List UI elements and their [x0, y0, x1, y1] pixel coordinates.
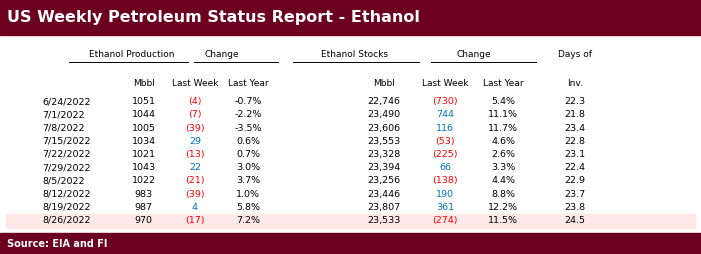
Text: (7): (7) — [188, 110, 202, 119]
Text: Last Year: Last Year — [483, 79, 524, 88]
Text: (17): (17) — [185, 216, 205, 225]
Text: (730): (730) — [433, 97, 458, 106]
Text: 2.6%: 2.6% — [491, 150, 515, 159]
Text: 6/24/2022: 6/24/2022 — [42, 97, 90, 106]
Text: 8/5/2022: 8/5/2022 — [42, 176, 85, 185]
Text: 361: 361 — [436, 203, 454, 212]
Text: 22: 22 — [189, 163, 201, 172]
Text: 3.3%: 3.3% — [491, 163, 515, 172]
Text: 7/1/2022: 7/1/2022 — [42, 110, 85, 119]
Text: (53): (53) — [435, 137, 455, 146]
Text: 22.3: 22.3 — [564, 97, 585, 106]
Text: 7/8/2022: 7/8/2022 — [42, 123, 85, 133]
Text: (225): (225) — [433, 150, 458, 159]
Text: 23,328: 23,328 — [367, 150, 401, 159]
Text: (21): (21) — [185, 176, 205, 185]
Text: 7.2%: 7.2% — [236, 216, 260, 225]
Text: 7/29/2022: 7/29/2022 — [42, 163, 90, 172]
Text: (39): (39) — [185, 123, 205, 133]
Text: 23,490: 23,490 — [367, 110, 401, 119]
Text: Mbbl: Mbbl — [373, 79, 395, 88]
Text: 7/22/2022: 7/22/2022 — [42, 150, 90, 159]
Text: 23,606: 23,606 — [367, 123, 401, 133]
Text: Inv.: Inv. — [567, 79, 583, 88]
Text: -2.2%: -2.2% — [234, 110, 262, 119]
Text: 7/15/2022: 7/15/2022 — [42, 137, 90, 146]
Text: US Weekly Petroleum Status Report - Ethanol: US Weekly Petroleum Status Report - Etha… — [7, 10, 420, 25]
Text: 8.8%: 8.8% — [491, 189, 515, 199]
Text: Ethanol Stocks: Ethanol Stocks — [321, 50, 388, 59]
Text: 23.7: 23.7 — [564, 189, 585, 199]
Text: 5.4%: 5.4% — [491, 97, 515, 106]
Text: 5.8%: 5.8% — [236, 203, 260, 212]
Text: 66: 66 — [439, 163, 451, 172]
Text: 22.4: 22.4 — [564, 163, 585, 172]
Text: -3.5%: -3.5% — [234, 123, 262, 133]
Text: 23.1: 23.1 — [564, 150, 585, 159]
Text: 23.8: 23.8 — [564, 203, 585, 212]
Text: 23,533: 23,533 — [367, 216, 401, 225]
Text: (274): (274) — [433, 216, 458, 225]
Text: 1043: 1043 — [132, 163, 156, 172]
Text: 8/26/2022: 8/26/2022 — [42, 216, 90, 225]
Text: 987: 987 — [135, 203, 153, 212]
Text: Mbbl: Mbbl — [132, 79, 155, 88]
Text: 23,446: 23,446 — [367, 189, 401, 199]
Text: 23,553: 23,553 — [367, 137, 401, 146]
Text: 11.1%: 11.1% — [489, 110, 518, 119]
Text: 0.7%: 0.7% — [236, 150, 260, 159]
Text: 970: 970 — [135, 216, 153, 225]
Text: 8/19/2022: 8/19/2022 — [42, 203, 90, 212]
Text: 11.5%: 11.5% — [489, 216, 518, 225]
Text: 983: 983 — [135, 189, 153, 199]
Text: 4.6%: 4.6% — [491, 137, 515, 146]
Text: 23.4: 23.4 — [564, 123, 585, 133]
Text: 116: 116 — [436, 123, 454, 133]
Text: Last Year: Last Year — [228, 79, 268, 88]
Text: Last Week: Last Week — [172, 79, 218, 88]
Text: 1051: 1051 — [132, 97, 156, 106]
Text: (39): (39) — [185, 189, 205, 199]
Text: 11.7%: 11.7% — [489, 123, 518, 133]
Text: 3.0%: 3.0% — [236, 163, 260, 172]
Text: 8/12/2022: 8/12/2022 — [42, 189, 90, 199]
Text: 4: 4 — [192, 203, 198, 212]
Text: 29: 29 — [189, 137, 201, 146]
Text: 22,746: 22,746 — [367, 97, 401, 106]
Text: 12.2%: 12.2% — [489, 203, 518, 212]
Text: Change: Change — [204, 50, 239, 59]
Text: 0.6%: 0.6% — [236, 137, 260, 146]
Text: 21.8: 21.8 — [564, 110, 585, 119]
Text: 1021: 1021 — [132, 150, 156, 159]
Text: 23,394: 23,394 — [367, 163, 401, 172]
Text: (4): (4) — [188, 97, 202, 106]
Text: (138): (138) — [433, 176, 458, 185]
Text: 190: 190 — [436, 189, 454, 199]
Text: 1022: 1022 — [132, 176, 156, 185]
Text: 23,807: 23,807 — [367, 203, 401, 212]
Text: 1044: 1044 — [132, 110, 156, 119]
Text: Ethanol Production: Ethanol Production — [89, 50, 175, 59]
Text: -0.7%: -0.7% — [234, 97, 262, 106]
Text: 1034: 1034 — [132, 137, 156, 146]
Text: 3.7%: 3.7% — [236, 176, 260, 185]
Text: 23,256: 23,256 — [367, 176, 401, 185]
Text: 22.9: 22.9 — [564, 176, 585, 185]
Text: 24.5: 24.5 — [564, 216, 585, 225]
Text: Last Week: Last Week — [422, 79, 468, 88]
Text: 1.0%: 1.0% — [236, 189, 260, 199]
Text: (13): (13) — [185, 150, 205, 159]
Text: Days of: Days of — [558, 50, 592, 59]
Text: 1005: 1005 — [132, 123, 156, 133]
Text: Change: Change — [456, 50, 491, 59]
Text: 22.8: 22.8 — [564, 137, 585, 146]
Text: 744: 744 — [436, 110, 454, 119]
Text: Source: EIA and FI: Source: EIA and FI — [7, 239, 107, 249]
Text: 4.4%: 4.4% — [491, 176, 515, 185]
